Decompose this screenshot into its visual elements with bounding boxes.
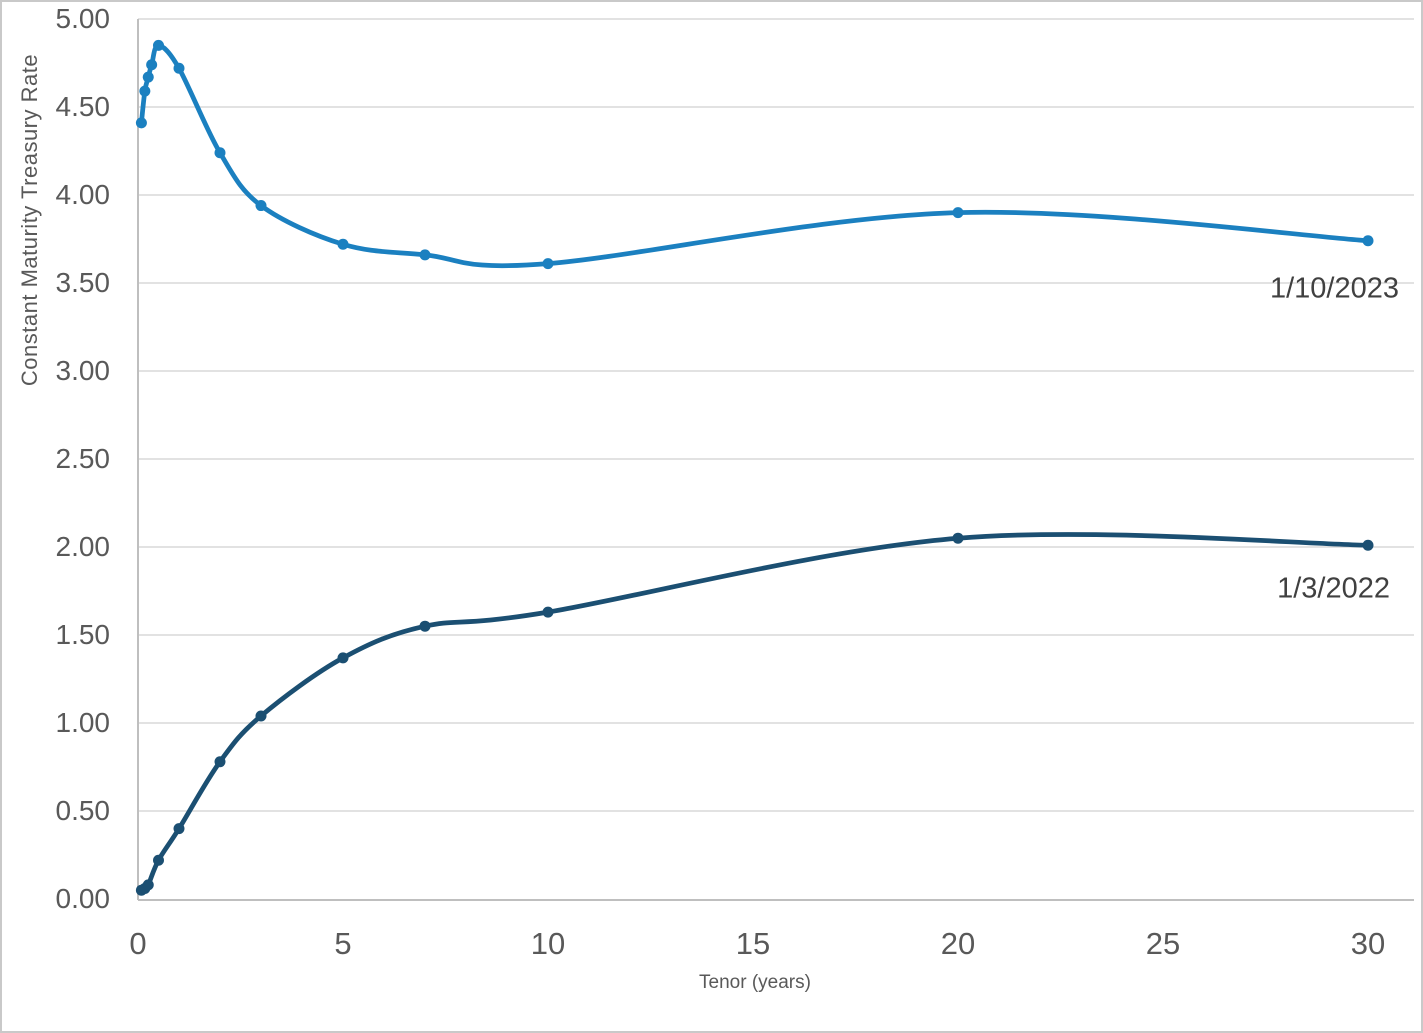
- x-axis-title: Tenor (years): [699, 972, 811, 993]
- x-tick-label: 10: [530, 926, 566, 961]
- data-point-marker: [542, 258, 554, 270]
- data-point-marker: [1362, 539, 1374, 551]
- data-point-marker: [142, 879, 154, 891]
- y-tick-label: 0.00: [55, 883, 111, 914]
- data-point-marker: [146, 59, 158, 71]
- series-line-1-3-2022: [139, 532, 1371, 893]
- data-point-marker: [173, 62, 185, 74]
- y-tick-label: 1.00: [55, 707, 111, 738]
- y-tick-label: 4.00: [55, 179, 111, 210]
- y-tick-label: 4.50: [55, 91, 111, 122]
- y-tick-label: 3.00: [55, 355, 111, 386]
- data-point-marker: [337, 238, 349, 250]
- data-point-marker: [214, 147, 226, 159]
- y-tick-label: 2.50: [55, 443, 111, 474]
- x-tick-label: 15: [735, 926, 771, 961]
- data-point-marker: [139, 85, 151, 97]
- x-tick-label: 30: [1350, 926, 1386, 961]
- data-point-marker: [214, 756, 226, 768]
- x-tick-label: 5: [334, 926, 352, 961]
- data-point-marker: [542, 606, 554, 618]
- x-tick-label: 0: [129, 926, 147, 961]
- data-point-marker: [419, 620, 431, 632]
- data-point-marker: [255, 200, 267, 212]
- data-point-marker: [1362, 235, 1374, 247]
- data-point-marker: [419, 249, 431, 261]
- y-tick-label: 2.00: [55, 531, 111, 562]
- y-tick-label: 0.50: [55, 795, 111, 826]
- data-point-marker: [153, 39, 164, 51]
- data-point-marker: [952, 207, 964, 219]
- data-point-marker: [255, 710, 267, 722]
- series-line-1-10-2023: [139, 43, 1371, 269]
- y-tick-label: 1.50: [55, 619, 111, 650]
- data-point-marker: [952, 532, 964, 544]
- x-tick-label: 25: [1145, 926, 1181, 961]
- data-point-marker: [337, 652, 349, 664]
- y-tick-label: 3.50: [55, 267, 111, 298]
- y-tick-label: 5.00: [55, 3, 111, 34]
- data-point-marker: [173, 823, 185, 835]
- series-label-2022: 1/3/2022: [1277, 572, 1390, 605]
- data-point-marker: [142, 71, 154, 83]
- data-point-marker: [153, 854, 164, 866]
- series-label-2023: 1/10/2023: [1269, 272, 1399, 305]
- data-point-marker: [135, 117, 147, 129]
- x-tick-label: 20: [940, 926, 976, 961]
